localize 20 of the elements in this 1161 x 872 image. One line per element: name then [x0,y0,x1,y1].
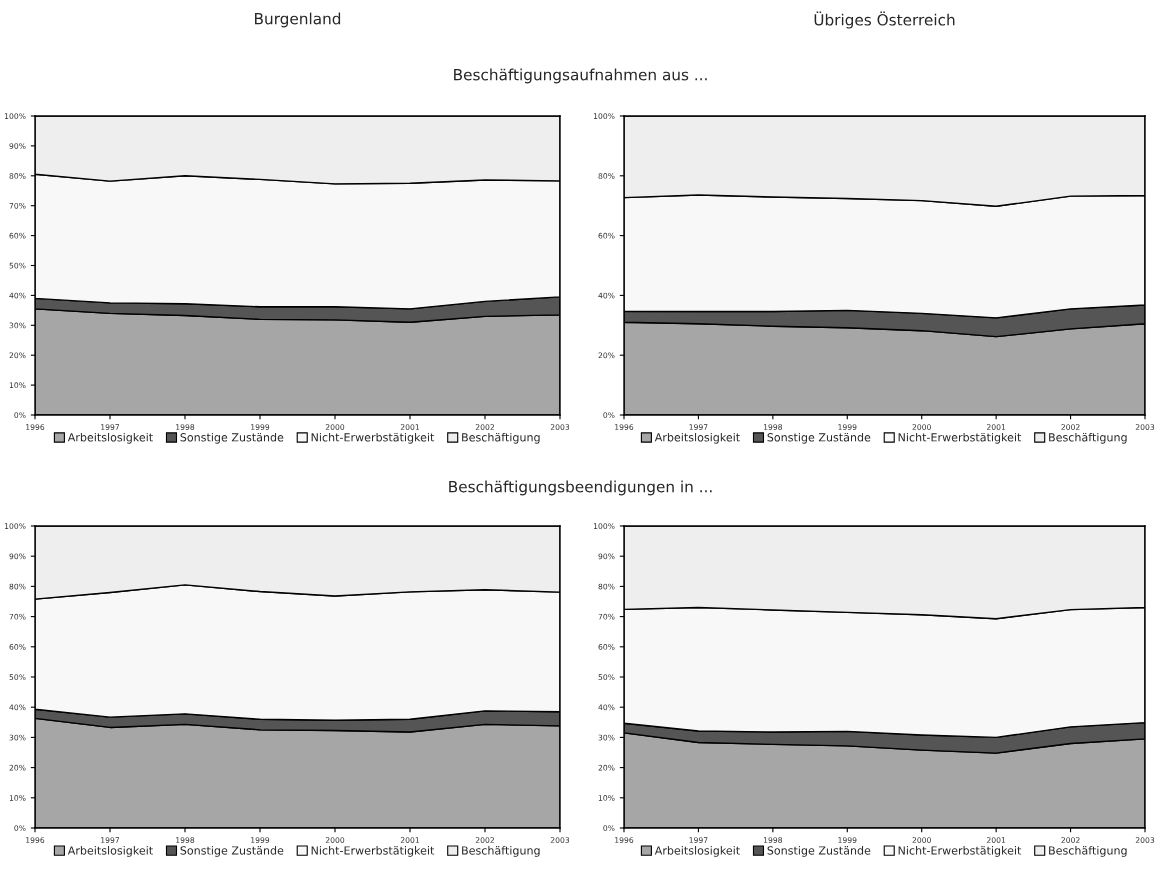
legend-label: Beschäftigung [1049,432,1127,444]
chart-subtitle: Beschäftigungsbeendigungen in ... [449,480,712,496]
legend-label: Nicht-Erwerbstätigkeit [898,432,1022,444]
chart-subtitle: Beschäftigungsaufnahmen aus ... [454,68,707,84]
legend-label: Nicht-Erwerbstätigkeit [311,846,435,857]
chart-title: Burgenland [255,12,341,28]
legend-label: Arbeitslosigkeit [67,846,153,857]
legend-label: Nicht-Erwerbstätigkeit [311,432,435,444]
legend-label: Sonstige Zustände [767,846,871,857]
legend-label: Sonstige Zustände [180,846,284,857]
legend-label: Beschäftigung [1049,846,1127,857]
chart-title: Übriges Österreich [814,11,955,29]
legend-label: Beschäftigung [462,432,540,444]
legend-label: Arbeitslosigkeit [654,846,740,857]
legend-label: Sonstige Zustände [180,432,284,444]
legend-label: Beschäftigung [462,846,540,857]
legend-label: Sonstige Zustände [767,432,871,444]
legend-label: Arbeitslosigkeit [654,432,740,444]
legend-label: Arbeitslosigkeit [67,432,153,444]
legend-label: Nicht-Erwerbstätigkeit [898,846,1022,857]
